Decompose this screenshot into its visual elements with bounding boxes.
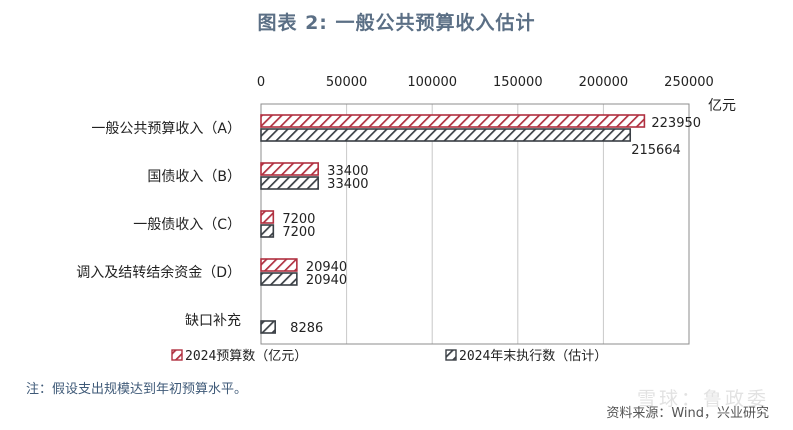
bars-layer — [260, 114, 646, 334]
bar — [260, 162, 319, 176]
bar — [260, 114, 646, 128]
bar — [260, 258, 298, 272]
bar — [260, 272, 298, 286]
y-category-label: 调入及结转结余资金（D） — [76, 264, 241, 281]
y-category-label: 一般债收入（C） — [133, 217, 241, 233]
unit-label: 亿元 — [708, 98, 736, 114]
bar — [260, 210, 275, 224]
y-category-label: 一般公共预算收入（A） — [91, 121, 241, 137]
x-tick-label: 50000 — [326, 75, 367, 90]
x-tick-label: 100000 — [407, 75, 457, 90]
watermark: 雪球：鲁政委 — [636, 388, 769, 410]
plot-frame — [260, 103, 690, 345]
data-label: 223950 — [651, 116, 701, 131]
y-category-label: 缺口补充 — [185, 313, 241, 329]
data-label: 20940 — [306, 260, 347, 275]
grid-layer — [260, 103, 690, 345]
chart-title: 图表 2: 一般公共预算收入估计 — [257, 12, 536, 34]
legend: 2024预算数（亿元） 2024年末执行数（估计） — [171, 349, 607, 364]
data-label: 8286 — [290, 321, 323, 336]
x-tick-label: 0 — [257, 75, 265, 90]
x-tick-label: 200000 — [579, 75, 629, 90]
data-label: 33400 — [327, 177, 368, 192]
bar — [260, 176, 319, 190]
x-tick-label: 150000 — [493, 75, 543, 90]
x-tick-label: 250000 — [664, 75, 714, 90]
labels-layer: 0 50000 100000 150000 200000 250000 亿元一般公共预算收入… — [76, 75, 736, 336]
legend-swatch — [171, 349, 183, 361]
source-note: 资料来源：Wind，兴业研究 — [606, 406, 769, 421]
data-label: 7200 — [282, 225, 315, 240]
legend-label: 2024预算数（亿元） — [185, 349, 307, 364]
bar — [260, 128, 632, 142]
data-label: 20940 — [306, 273, 347, 288]
bar — [260, 224, 275, 238]
bar — [260, 320, 276, 334]
footnote: 注：假设支出规模达到年初预算水平。 — [26, 382, 248, 397]
legend-label: 2024年末执行数（估计） — [459, 349, 607, 364]
data-label: 33400 — [327, 164, 368, 179]
y-category-label: 国债收入（B） — [147, 169, 241, 185]
data-label: 7200 — [282, 212, 315, 227]
legend-swatch — [445, 349, 457, 361]
data-label: 215664 — [631, 143, 681, 158]
